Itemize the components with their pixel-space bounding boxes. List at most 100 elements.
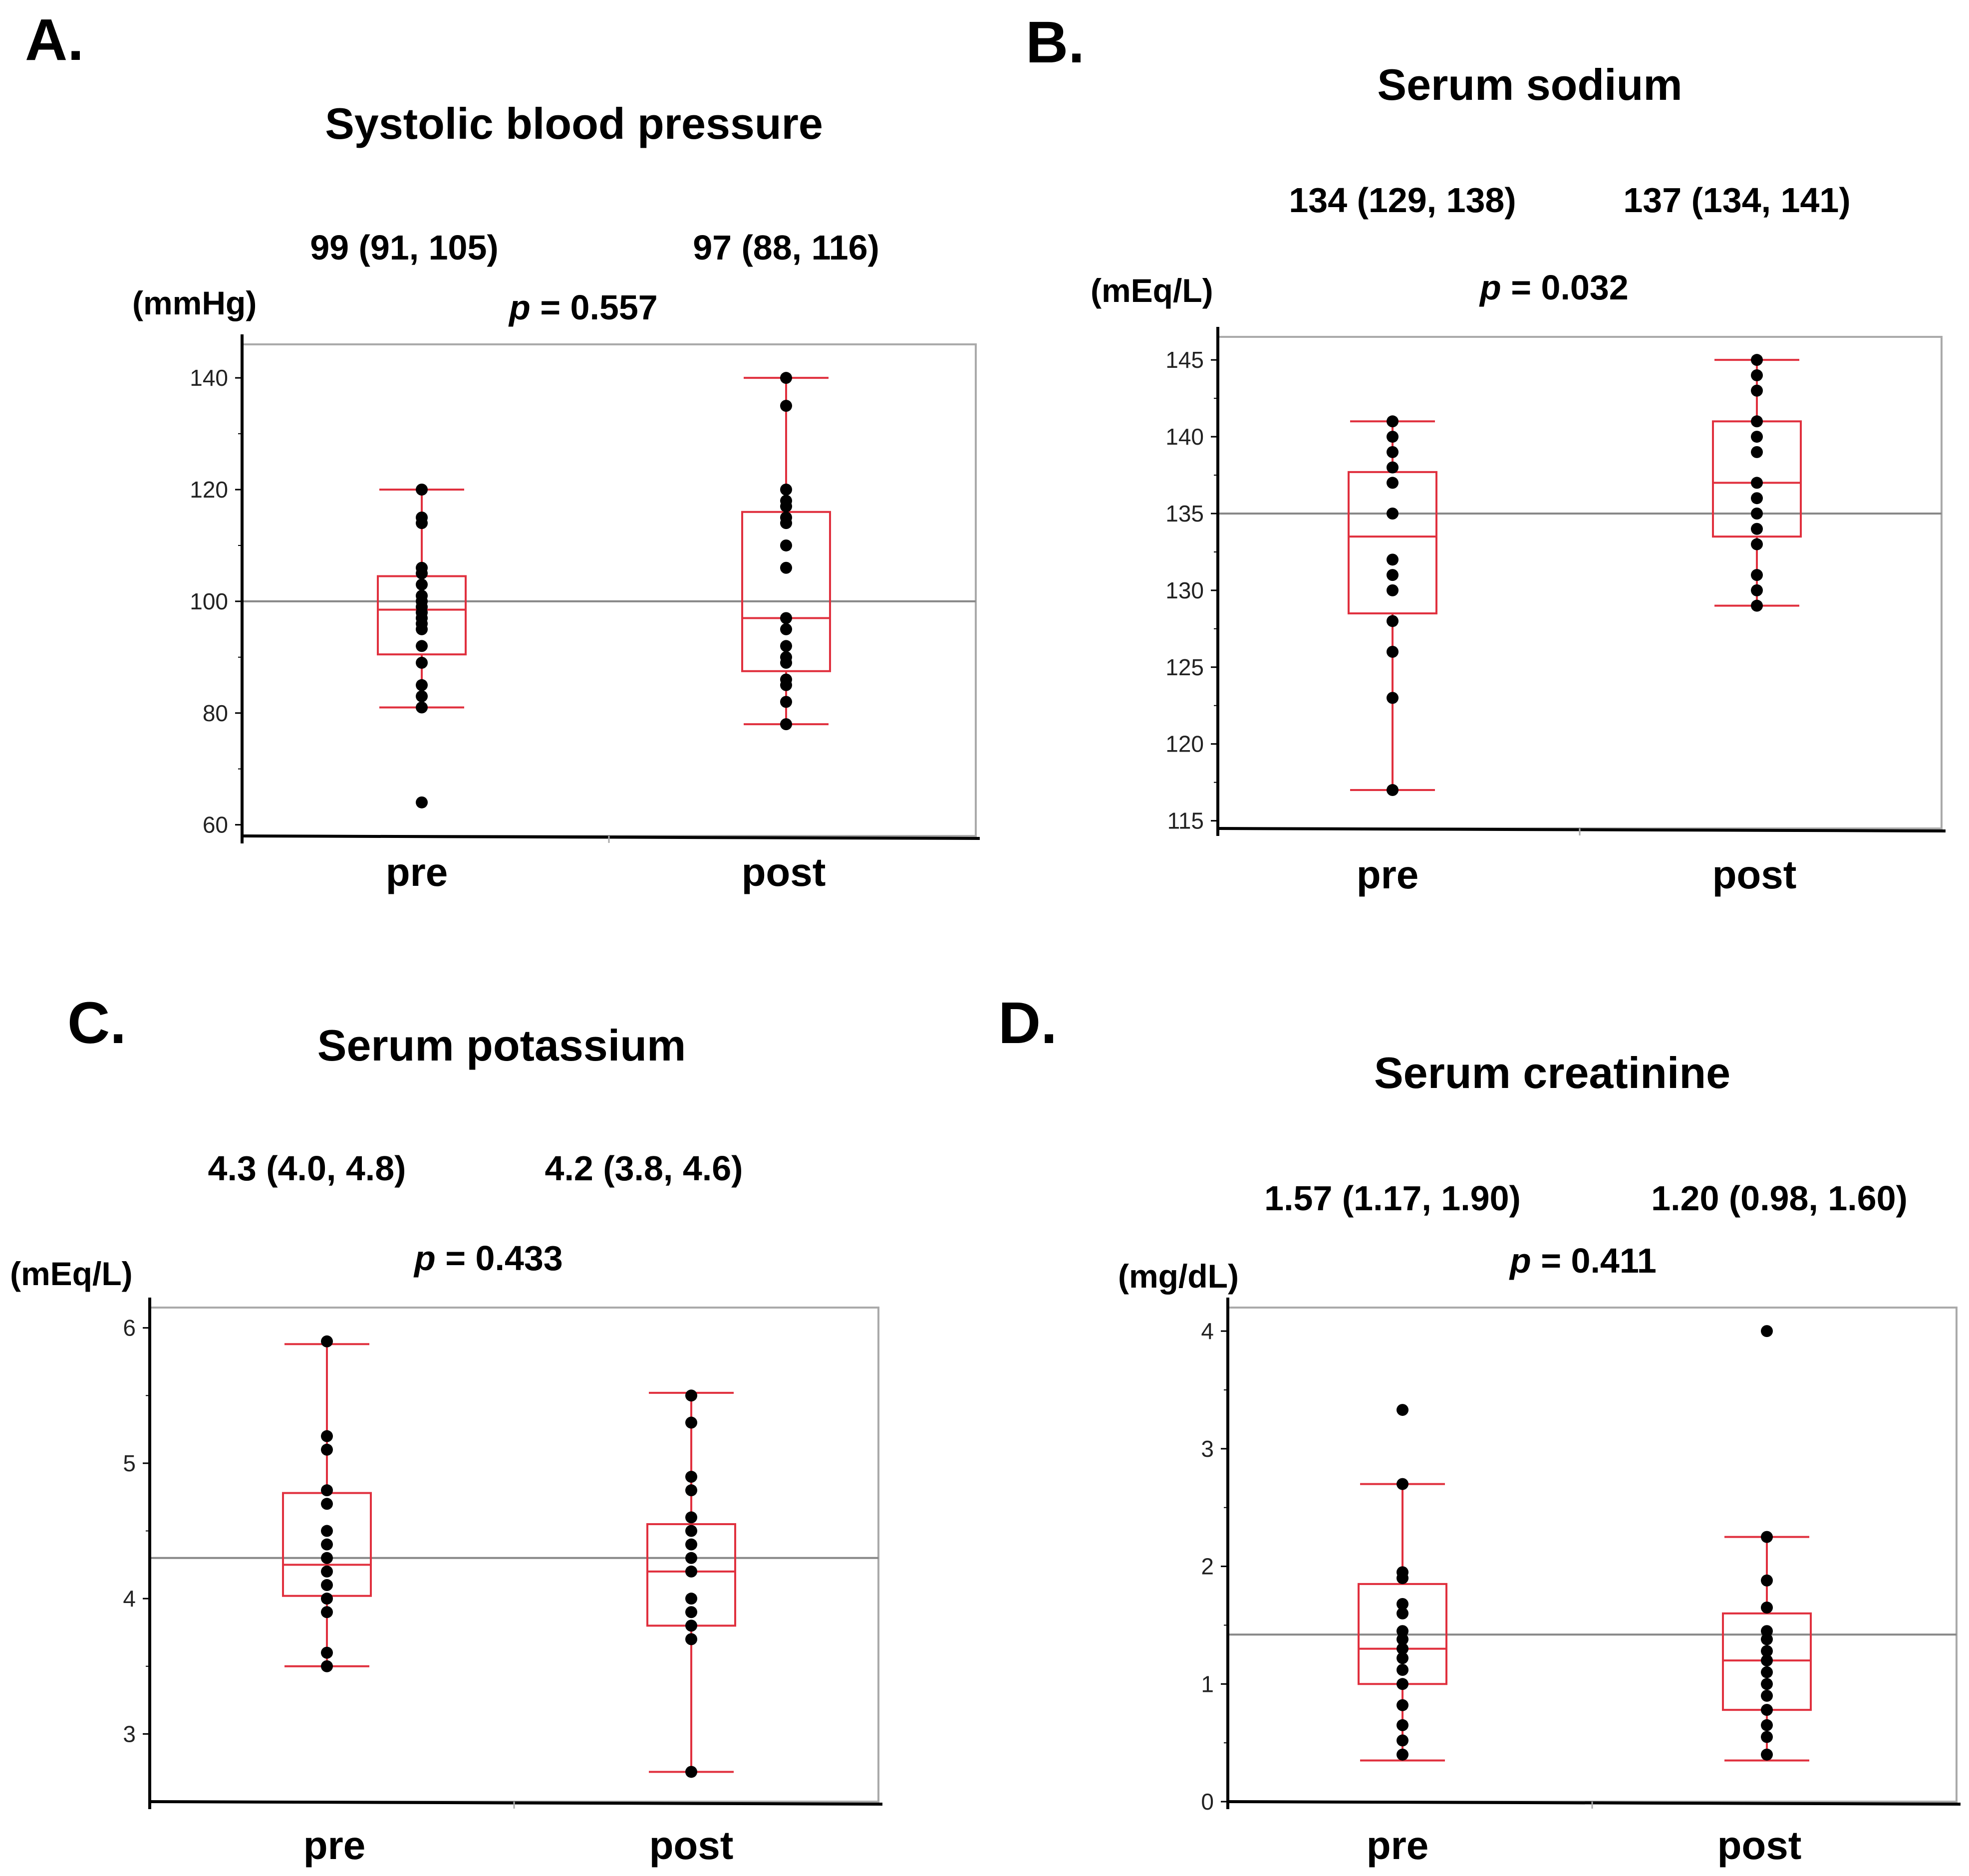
panel-a: A. Systolic blood pressure 99 (91, 105) …: [25, 7, 980, 894]
y-tick-label: 4: [1201, 1318, 1214, 1344]
data-point: [416, 657, 428, 669]
data-point: [1397, 1404, 1408, 1416]
data-point: [1761, 1719, 1773, 1731]
y-tick-label: 4: [123, 1586, 136, 1611]
data-point: [685, 1633, 697, 1645]
panel-b-p-number: = 0.032: [1501, 268, 1629, 307]
data-point: [780, 718, 792, 731]
data-point: [1761, 1633, 1773, 1645]
data-point: [1761, 1531, 1773, 1543]
panel-d-p-number: = 0.411: [1531, 1241, 1657, 1280]
panel-a-letter: A.: [25, 7, 84, 73]
data-point: [1751, 477, 1763, 489]
panel-d-stat-pre: 1.57 (1.17, 1.90): [1264, 1179, 1521, 1218]
data-point: [1387, 646, 1399, 658]
data-point: [416, 484, 428, 496]
panel-a-p-value: p = 0.557: [508, 288, 658, 327]
category-label-pre: pre: [386, 850, 448, 894]
panel-c: C. Serum potassium 4.3 (4.0, 4.8) 4.2 (3…: [10, 990, 883, 1868]
data-point: [780, 612, 792, 624]
data-point: [1387, 784, 1399, 797]
panel-c-title: Serum potassium: [317, 1021, 686, 1070]
data-point: [1397, 1719, 1408, 1731]
data-point: [780, 640, 792, 652]
data-point: [1761, 1574, 1773, 1587]
data-point: [780, 400, 792, 412]
data-point: [780, 623, 792, 635]
panel-a-p-symbol: p: [508, 288, 531, 327]
x-axis: [1217, 827, 1946, 832]
panel-d-p-value: p = 0.411: [1509, 1241, 1657, 1280]
data-point: [1761, 1654, 1773, 1667]
y-tick-label: 125: [1165, 654, 1204, 680]
data-point: [321, 1579, 333, 1592]
data-point: [1397, 1664, 1408, 1676]
data-point: [780, 657, 792, 669]
data-point: [780, 539, 792, 551]
panel-b-p-symbol: p: [1479, 268, 1501, 307]
y-tick-label: 140: [190, 365, 228, 391]
y-tick-label: 80: [203, 700, 228, 726]
data-point: [416, 640, 428, 652]
panel-c-unit: (mEq/L): [10, 1255, 133, 1292]
panel-a-title: Systolic blood pressure: [325, 99, 823, 148]
data-point: [1761, 1602, 1773, 1614]
plot-frame: [241, 343, 977, 837]
data-point: [416, 690, 428, 703]
category-label-post: post: [649, 1823, 734, 1868]
data-point: [1761, 1748, 1773, 1761]
y-tick-label: 6: [123, 1315, 136, 1341]
data-point: [1761, 1325, 1773, 1338]
panel-b-p-value: p = 0.032: [1479, 268, 1629, 307]
data-point: [321, 1525, 333, 1537]
data-point: [321, 1538, 333, 1551]
data-point: [1397, 1652, 1408, 1664]
y-tick-label: 100: [190, 588, 228, 614]
data-point: [1751, 384, 1763, 397]
category-label-post: post: [1712, 852, 1797, 897]
series-post: [1722, 1325, 1812, 1762]
plot-frame: [1227, 1307, 1958, 1803]
panel-a-p-number: = 0.557: [531, 288, 658, 327]
data-point: [416, 517, 428, 530]
data-point: [1397, 1478, 1408, 1490]
x-axis: [149, 1800, 883, 1806]
category-label-pre: pre: [1367, 1823, 1429, 1868]
panel-c-stat-post: 4.2 (3.8, 4.6): [545, 1149, 743, 1188]
series-post: [646, 1389, 736, 1778]
y-tick-label: 135: [1165, 501, 1204, 527]
data-point: [1761, 1625, 1773, 1637]
panel-a-plot: 60 80 100 120 140 pre post: [190, 334, 980, 894]
data-point: [685, 1606, 697, 1618]
data-point: [1751, 369, 1763, 381]
panel-d-unit: (mg/dL): [1118, 1258, 1239, 1295]
data-point: [321, 1606, 333, 1618]
data-point: [780, 500, 792, 513]
data-point: [1387, 461, 1399, 474]
data-point: [321, 1498, 333, 1510]
data-point: [1397, 1748, 1408, 1761]
data-point: [321, 1660, 333, 1672]
data-point: [1761, 1645, 1773, 1657]
data-point: [1751, 584, 1763, 596]
panel-b: B. Serum sodium 134 (129, 138) 137 (134,…: [1026, 9, 1946, 897]
series-pre: [377, 484, 467, 808]
data-point: [780, 484, 792, 496]
data-point: [1397, 1642, 1408, 1655]
data-point: [1761, 1689, 1773, 1702]
data-point: [1397, 1678, 1408, 1690]
data-point: [1751, 415, 1763, 428]
category-label-pre: pre: [303, 1823, 366, 1868]
x-axis: [1227, 1800, 1961, 1806]
y-tick-label: 3: [1201, 1436, 1214, 1462]
data-point: [780, 517, 792, 530]
panel-c-p-number: = 0.433: [436, 1239, 563, 1278]
data-point: [1387, 553, 1399, 566]
panel-d: D. Serum creatinine 1.57 (1.17, 1.90) 1.…: [998, 990, 1961, 1868]
plot-frame: [1217, 336, 1943, 829]
panel-a-stat-pre: 99 (91, 105): [310, 228, 498, 267]
data-point: [1751, 431, 1763, 443]
data-point: [1751, 569, 1763, 581]
panel-c-plot: 3 4 5 6 pre post: [123, 1298, 883, 1868]
series-pre: [282, 1335, 372, 1672]
